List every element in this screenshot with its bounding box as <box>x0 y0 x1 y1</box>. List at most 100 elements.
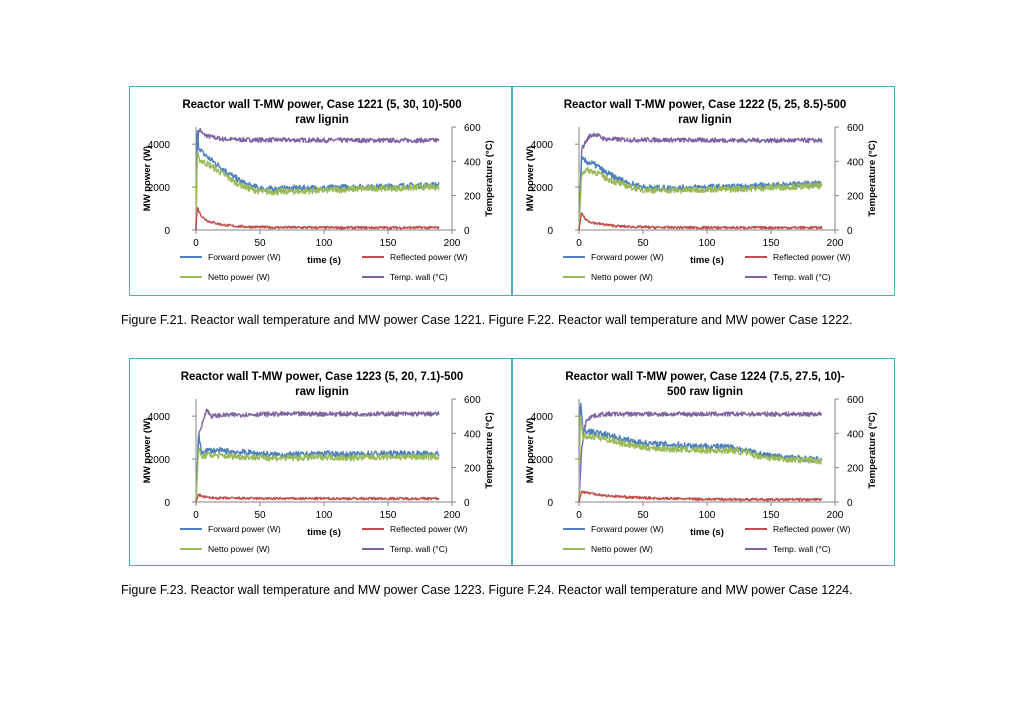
y2-tick-label: 600 <box>464 123 481 134</box>
legend-label-temp-wall-c: Temp. wall (°C) <box>773 272 831 282</box>
y2-tick-label: 600 <box>464 395 481 406</box>
y2-tick-label: 200 <box>847 192 864 203</box>
y-tick-label: 4000 <box>531 140 554 151</box>
series-line-reflected-power-w <box>195 206 440 231</box>
series-line-forward-power-w <box>578 402 823 503</box>
y-axis-label: MW power (W) <box>142 418 153 483</box>
series-line-netto-power-w <box>195 447 440 503</box>
x-tick-label: 150 <box>380 238 397 249</box>
chart-title: Reactor wall T-MW power, Case 1223 (5, 2… <box>181 371 464 383</box>
series-line-temp-wall-c <box>195 127 440 231</box>
y2-tick-label: 0 <box>464 498 470 509</box>
legend-label-forward-power-w: Forward power (W) <box>591 524 664 534</box>
x-tick-label: 50 <box>637 510 649 521</box>
chart-title-line2: raw lignin <box>295 386 349 398</box>
x-tick-label: 100 <box>316 238 333 249</box>
y2-tick-label: 600 <box>847 123 864 134</box>
y-tick-label: 2000 <box>531 455 554 466</box>
chart-case-1223: Reactor wall T-MW power, Case 1223 (5, 2… <box>142 371 495 554</box>
y2-tick-label: 0 <box>847 226 853 237</box>
series-line-netto-power-w <box>578 415 823 503</box>
legend-label-forward-power-w: Forward power (W) <box>591 252 664 262</box>
y-tick-label: 0 <box>164 498 170 509</box>
chart-case-1224: Reactor wall T-MW power, Case 1224 (7.5,… <box>525 371 878 554</box>
legend-label-reflected-power-w: Reflected power (W) <box>390 252 468 262</box>
chart-panel-case-1222: Reactor wall T-MW power, Case 1222 (5, 2… <box>512 86 895 296</box>
series-line-temp-wall-c <box>195 408 440 503</box>
legend-label-forward-power-w: Forward power (W) <box>208 252 281 262</box>
chart-title-line2: raw lignin <box>678 114 732 126</box>
chart-title-line2: 500 raw lignin <box>667 386 743 398</box>
y2-axis-label: Temperature (°C) <box>484 412 495 488</box>
y2-tick-label: 0 <box>464 226 470 237</box>
y-tick-label: 4000 <box>148 412 171 423</box>
legend-label-netto-power-w: Netto power (W) <box>591 272 653 282</box>
series-line-forward-power-w <box>578 156 823 231</box>
x-tick-label: 0 <box>576 510 582 521</box>
legend-label-netto-power-w: Netto power (W) <box>208 272 270 282</box>
chart-title: Reactor wall T-MW power, Case 1224 (7.5,… <box>565 371 844 383</box>
x-tick-label: 0 <box>193 510 199 521</box>
x-tick-label: 200 <box>444 238 461 249</box>
figure-caption-f23-f24: Figure F.23. Reactor wall temperature an… <box>121 583 853 597</box>
figure-caption-f21-f22: Figure F.21. Reactor wall temperature an… <box>121 313 853 327</box>
x-axis-label: time (s) <box>690 255 724 266</box>
x-tick-label: 100 <box>316 510 333 521</box>
legend-label-temp-wall-c: Temp. wall (°C) <box>390 544 448 554</box>
y2-tick-label: 0 <box>847 498 853 509</box>
chart-panel-case-1223: Reactor wall T-MW power, Case 1223 (5, 2… <box>129 358 512 566</box>
y-tick-label: 0 <box>164 226 170 237</box>
chart-title-line2: raw lignin <box>295 114 349 126</box>
x-axis-label: time (s) <box>690 527 724 538</box>
y2-tick-label: 200 <box>847 464 864 475</box>
x-tick-label: 200 <box>444 510 461 521</box>
y-tick-label: 0 <box>547 226 553 237</box>
chart-panel-case-1221: Reactor wall T-MW power, Case 1221 (5, 3… <box>129 86 512 296</box>
chart-title: Reactor wall T-MW power, Case 1222 (5, 2… <box>564 99 847 111</box>
y-axis-label: MW power (W) <box>142 146 153 211</box>
legend-label-reflected-power-w: Reflected power (W) <box>773 524 851 534</box>
y2-tick-label: 400 <box>464 157 481 168</box>
y2-tick-label: 400 <box>847 429 864 440</box>
x-tick-label: 100 <box>699 510 716 521</box>
y2-axis-label: Temperature (°C) <box>484 140 495 216</box>
y2-axis-label: Temperature (°C) <box>867 140 878 216</box>
x-tick-label: 0 <box>193 238 199 249</box>
chart-panel-case-1224: Reactor wall T-MW power, Case 1224 (7.5,… <box>512 358 895 566</box>
x-axis-label: time (s) <box>307 255 341 266</box>
legend-label-netto-power-w: Netto power (W) <box>208 544 270 554</box>
x-tick-label: 150 <box>763 238 780 249</box>
x-tick-label: 50 <box>254 510 266 521</box>
series-line-temp-wall-c <box>578 411 822 503</box>
series-line-netto-power-w <box>578 166 823 231</box>
series-line-reflected-power-w <box>195 493 440 503</box>
y-axis-label: MW power (W) <box>525 418 536 483</box>
y-tick-label: 2000 <box>531 183 554 194</box>
x-axis-label: time (s) <box>307 527 341 538</box>
chart-title: Reactor wall T-MW power, Case 1221 (5, 3… <box>182 99 461 111</box>
legend-label-forward-power-w: Forward power (W) <box>208 524 281 534</box>
legend-label-netto-power-w: Netto power (W) <box>591 544 653 554</box>
y-axis-label: MW power (W) <box>525 146 536 211</box>
y2-axis-label: Temperature (°C) <box>867 412 878 488</box>
y2-tick-label: 200 <box>464 192 481 203</box>
x-tick-label: 150 <box>380 510 397 521</box>
y2-tick-label: 400 <box>464 429 481 440</box>
series-line-reflected-power-w <box>578 490 823 503</box>
x-tick-label: 200 <box>827 238 844 249</box>
y-tick-label: 2000 <box>148 455 171 466</box>
y2-tick-label: 200 <box>464 464 481 475</box>
legend-label-reflected-power-w: Reflected power (W) <box>773 252 851 262</box>
x-tick-label: 200 <box>827 510 844 521</box>
chart-case-1222: Reactor wall T-MW power, Case 1222 (5, 2… <box>525 99 878 282</box>
x-tick-label: 50 <box>637 238 649 249</box>
y-tick-label: 2000 <box>148 183 171 194</box>
series-line-temp-wall-c <box>578 132 823 231</box>
series-line-forward-power-w <box>195 433 440 503</box>
series-line-netto-power-w <box>195 150 440 231</box>
x-tick-label: 100 <box>699 238 716 249</box>
x-tick-label: 150 <box>763 510 780 521</box>
legend-label-temp-wall-c: Temp. wall (°C) <box>773 544 831 554</box>
y-tick-label: 0 <box>547 498 553 509</box>
x-tick-label: 0 <box>576 238 582 249</box>
